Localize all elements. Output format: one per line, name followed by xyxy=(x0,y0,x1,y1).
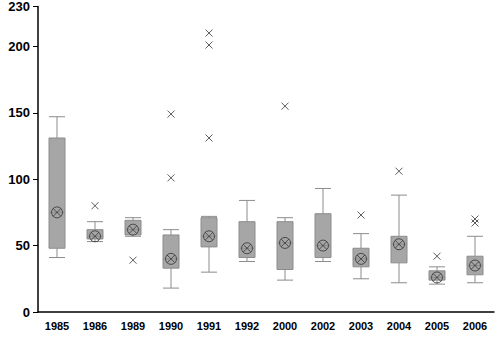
svg-text:2003: 2003 xyxy=(349,320,373,332)
svg-text:1990: 1990 xyxy=(159,320,183,332)
svg-text:200: 200 xyxy=(8,39,30,54)
svg-text:50: 50 xyxy=(16,238,30,253)
svg-text:0: 0 xyxy=(23,305,30,320)
svg-text:2002: 2002 xyxy=(311,320,335,332)
svg-text:2006: 2006 xyxy=(463,320,487,332)
svg-text:230: 230 xyxy=(8,0,30,14)
svg-text:1989: 1989 xyxy=(121,320,145,332)
svg-text:150: 150 xyxy=(8,105,30,120)
svg-text:2000: 2000 xyxy=(273,320,297,332)
svg-text:2005: 2005 xyxy=(425,320,449,332)
svg-text:1986: 1986 xyxy=(83,320,107,332)
svg-text:100: 100 xyxy=(8,172,30,187)
svg-text:1991: 1991 xyxy=(197,320,221,332)
svg-text:1992: 1992 xyxy=(235,320,259,332)
svg-text:1985: 1985 xyxy=(45,320,69,332)
svg-text:2004: 2004 xyxy=(387,320,412,332)
